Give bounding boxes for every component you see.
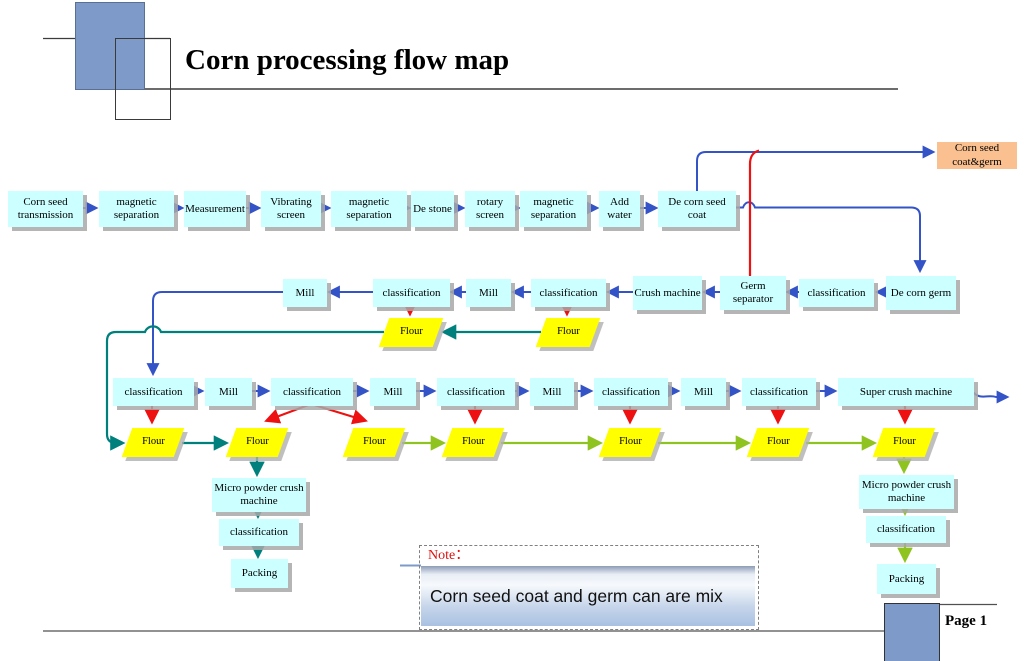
- note-label: Note：: [428, 548, 470, 563]
- node-magnetic-separation-2: magnetic separation: [331, 191, 407, 227]
- node-micro-powder-left: Micro powder crush machine: [212, 478, 306, 512]
- node-packing-left: Packing: [231, 559, 288, 588]
- flour-label: Flour: [461, 436, 485, 448]
- edge-super-crush-out: [971, 390, 1010, 404]
- page-title: Corn processing flow map: [185, 44, 510, 77]
- node-classification-r2-1: classification: [373, 279, 450, 307]
- flour-label: Flour: [766, 436, 790, 448]
- node-flour-r2-left: Flour: [378, 318, 444, 347]
- node-classification-r3-5: classification: [742, 378, 816, 406]
- node-classification-r3-2: classification: [271, 378, 353, 406]
- flour-label: Flour: [399, 326, 423, 338]
- node-rotary-screen: rotary screen: [465, 191, 515, 227]
- node-corn-seed-transmission: Corn seed transmission: [8, 191, 83, 227]
- node-classification-r3-1: classification: [113, 378, 194, 406]
- node-flour-r2-right: Flour: [535, 318, 601, 347]
- edge-red-c2-flour3: [310, 402, 368, 425]
- node-classification-br: classification: [866, 516, 946, 543]
- edge-teal-loop-to-flour1: [105, 325, 384, 451]
- node-classification-r2-2: classification: [531, 279, 606, 307]
- node-flour-5: Flour: [598, 428, 662, 457]
- edge-to-offpage: [696, 145, 936, 191]
- node-flour-3: Flour: [342, 428, 406, 457]
- node-classification-r3-4: classification: [594, 378, 668, 406]
- flour-label: Flour: [141, 436, 165, 448]
- node-crush-machine: Crush machine: [633, 276, 702, 310]
- node-mill-r3-2: Mill: [370, 378, 416, 406]
- edge-red-c2-flour2: [264, 402, 312, 424]
- node-mill-r3-3: Mill: [530, 378, 574, 406]
- node-mill-r3-4: Mill: [681, 378, 726, 406]
- logo-square-filled: [75, 2, 145, 90]
- edge-to-de-corn-germ: [734, 201, 927, 274]
- node-vibrating-screen: Vibrating screen: [261, 191, 321, 227]
- node-flour-1: Flour: [121, 428, 185, 457]
- node-corn-seed-coat-germ: Corn seed coat&germ: [937, 142, 1017, 169]
- page-number: Page 1: [945, 613, 988, 629]
- node-magnetic-separation-3: magnetic separation: [520, 191, 587, 227]
- note-box: Corn seed coat and germ can are mix: [421, 566, 755, 626]
- node-flour-4: Flour: [441, 428, 505, 457]
- node-magnetic-separation-1: magnetic separation: [99, 191, 174, 227]
- node-mill-r3-1: Mill: [205, 378, 252, 406]
- node-flour-6: Flour: [746, 428, 810, 457]
- node-super-crush-machine: Super crush machine: [838, 378, 974, 406]
- node-mill-r2-1: Mill: [283, 279, 327, 307]
- node-classification-r2-3: classification: [799, 279, 874, 307]
- node-mill-r2-2: Mill: [466, 279, 511, 307]
- edge-r2-to-r3: [146, 291, 283, 377]
- node-flour-2: Flour: [225, 428, 289, 457]
- flour-label: Flour: [618, 436, 642, 448]
- node-micro-powder-right: Micro powder crush machine: [859, 475, 954, 509]
- logo-square-outline: [115, 38, 171, 120]
- note-text: Corn seed coat and germ can are mix: [430, 585, 723, 606]
- flour-label: Flour: [556, 326, 580, 338]
- node-de-corn-seed-coat: De corn seed coat: [658, 191, 736, 227]
- flour-label: Flour: [362, 436, 386, 448]
- edge-red-to-germ-separator: [748, 149, 760, 276]
- flour-label: Flour: [892, 436, 916, 448]
- note-dashed-frame: [419, 545, 759, 630]
- node-de-stone: De stone: [411, 191, 454, 227]
- flour-label: Flour: [245, 436, 269, 448]
- footer-square: [884, 603, 940, 661]
- node-packing-right: Packing: [877, 564, 936, 594]
- node-flour-7: Flour: [872, 428, 936, 457]
- node-germ-separator: Germ separator: [720, 276, 786, 310]
- node-add-water: Add water: [599, 191, 640, 227]
- node-classification-r3-3: classification: [437, 378, 515, 406]
- node-de-corn-germ: De corn germ: [886, 276, 956, 310]
- node-measurement: Measurement: [184, 191, 246, 227]
- node-classification-bl: classification: [219, 519, 299, 546]
